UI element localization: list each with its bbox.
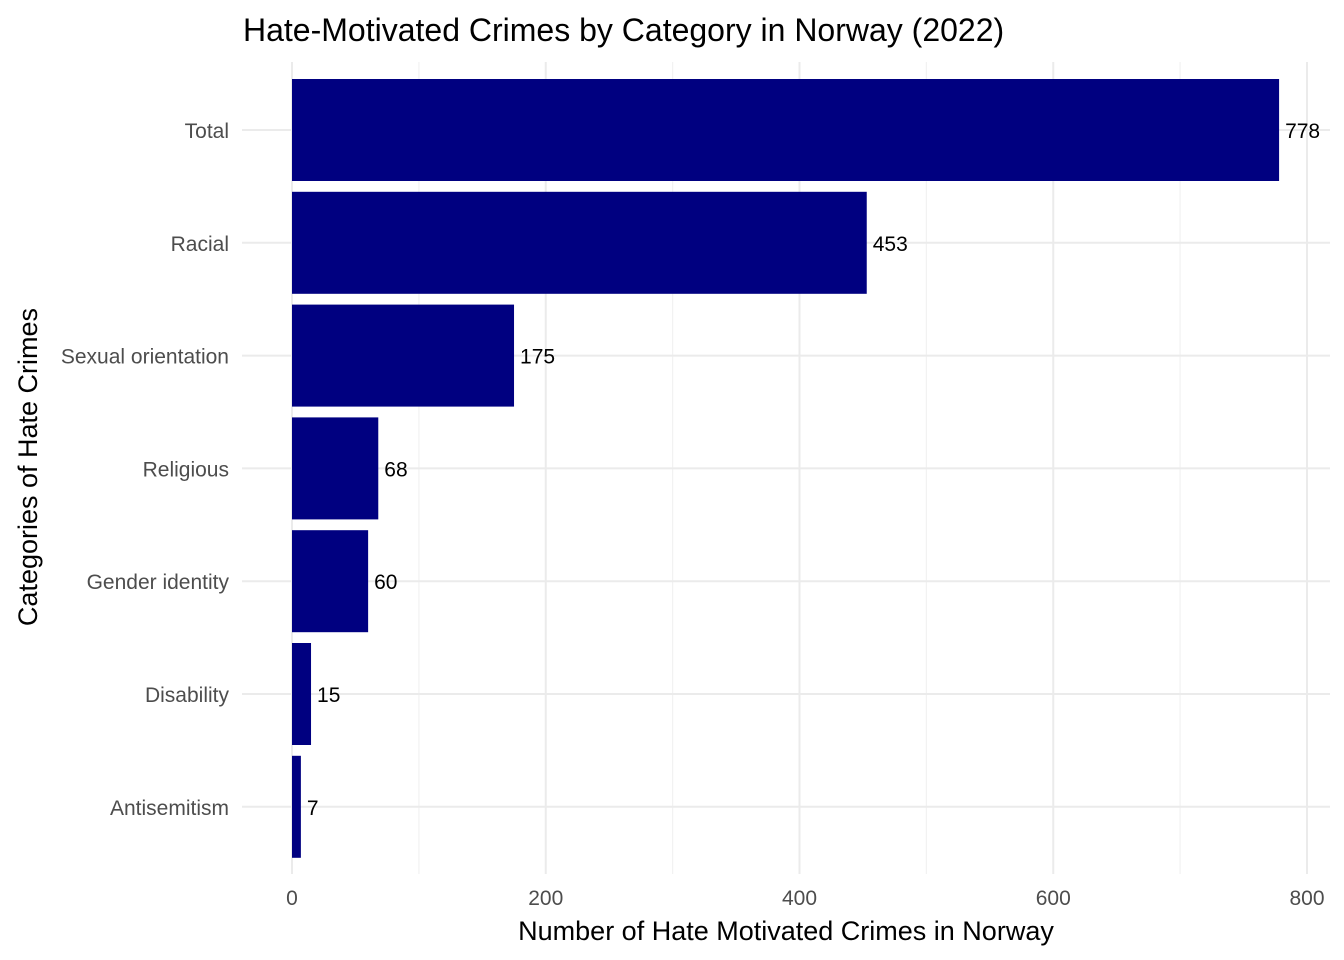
data-labels: 778 453 175 68 60 15 7 xyxy=(307,120,1320,820)
bar-value-label: 453 xyxy=(873,233,908,256)
x-tick-label: 400 xyxy=(782,887,817,910)
bar-value-label: 175 xyxy=(520,346,555,369)
bar-value-label: 7 xyxy=(307,797,319,820)
bar xyxy=(292,417,379,520)
x-tick-label: 800 xyxy=(1289,887,1324,910)
x-axis-tick-labels: 0 200 400 600 800 xyxy=(286,887,1324,910)
bar-value-label: 68 xyxy=(384,458,407,481)
y-tick-label: Total xyxy=(185,120,229,143)
bar xyxy=(292,304,515,407)
y-tick-label: Racial xyxy=(171,233,229,256)
y-axis-title: Categories of Hate Crimes xyxy=(13,308,43,626)
bar xyxy=(292,643,312,745)
bar xyxy=(292,755,301,858)
y-tick-label: Sexual orientation xyxy=(61,346,229,369)
x-tick-label: 600 xyxy=(1036,887,1071,910)
y-axis-tick-labels: Total Racial Sexual orientation Religious Ge… xyxy=(61,120,230,820)
bar-value-label: 60 xyxy=(374,571,397,594)
bars xyxy=(292,79,1280,858)
bar xyxy=(292,530,369,633)
y-tick-label: Religious xyxy=(143,458,229,481)
y-tick-label: Antisemitism xyxy=(110,797,229,820)
bar xyxy=(292,79,1280,181)
y-tick-label: Gender identity xyxy=(87,571,230,594)
bar xyxy=(292,191,867,294)
x-axis-title: Number of Hate Motivated Crimes in Norwa… xyxy=(518,916,1054,946)
bar-value-label: 15 xyxy=(317,684,340,707)
y-tick-label: Disability xyxy=(145,684,230,707)
chart-title: Hate-Motivated Crimes by Category in Nor… xyxy=(243,12,1004,48)
bar-value-label: 778 xyxy=(1285,120,1320,143)
x-tick-label: 200 xyxy=(528,887,563,910)
x-tick-label: 0 xyxy=(286,887,298,910)
